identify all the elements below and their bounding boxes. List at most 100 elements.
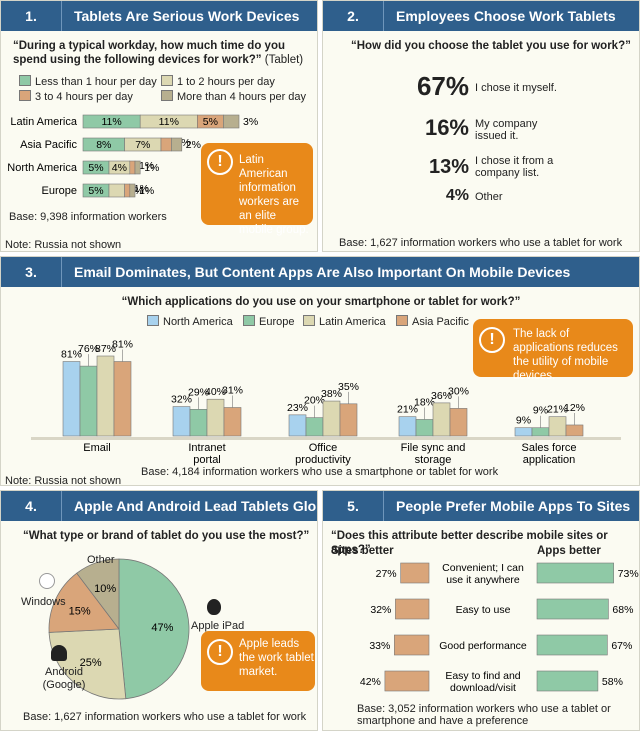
apps-value-label: 67% <box>611 640 632 652</box>
category-label: File sync and <box>401 442 466 454</box>
bar-value-label: 2% <box>186 139 201 151</box>
bar <box>432 402 451 437</box>
bar-value-label: 3% <box>243 116 258 128</box>
bar-value-label: 20% <box>304 395 325 407</box>
attribute-label: Good performance <box>439 640 527 652</box>
choice-label-3: I chose it from a company list. <box>475 155 554 179</box>
attribute-label: use it anywhere <box>446 574 520 586</box>
category-label: Sales force <box>521 442 576 454</box>
exclamation-icon: ! <box>207 639 233 665</box>
legend-label: More than 4 hours per day <box>177 91 307 103</box>
choice-label-4: Other <box>475 191 503 203</box>
apps-bar <box>536 562 614 584</box>
apple-icon <box>207 599 221 615</box>
pie-slice <box>48 572 120 633</box>
legend-item-ap: Asia Pacific <box>396 315 469 328</box>
bar-value-label: 29% <box>188 386 209 398</box>
bar-value-label: 8% <box>96 139 111 151</box>
apps-value-label: 58% <box>602 676 623 688</box>
choice-pct-2: 16% <box>424 115 469 140</box>
bar <box>339 403 358 437</box>
bar-value-label: 1% <box>134 183 149 195</box>
bar-segment <box>171 137 183 152</box>
choice-label-1: I chose it myself. <box>475 82 557 94</box>
panel-header: 3. Email Dominates, But Content Apps Are… <box>1 257 639 287</box>
bar <box>548 416 567 437</box>
panel-number: 4. <box>25 498 37 514</box>
panel-title: Apple And Android Lead Tablets Globally <box>61 491 317 521</box>
callout-latin-america: ! Latin American information workers are… <box>201 143 313 236</box>
bar-value-label: 5% <box>88 162 103 174</box>
legend-label: North America <box>163 316 233 328</box>
apps-bar <box>536 670 599 692</box>
legend-item-na: North America <box>147 315 233 328</box>
bar <box>288 414 307 437</box>
legend-item-eu: Europe <box>243 315 294 328</box>
bar-segment <box>134 160 141 175</box>
pie-label-android: Android (Google) <box>42 666 86 691</box>
legend-label: Less than 1 hour per day <box>35 76 157 88</box>
panel-tablet-brands: 4. Apple And Android Lead Tablets Global… <box>0 490 318 731</box>
bar-segment <box>108 183 125 198</box>
panel-email-apps: 3. Email Dominates, But Content Apps Are… <box>0 256 640 486</box>
callout-text: The lack of applications reduces the uti… <box>513 328 618 382</box>
bar-segment <box>129 183 136 198</box>
bar-value-label: 30% <box>448 385 469 397</box>
callout-text: Apple leads the work tablet market. <box>239 638 314 678</box>
panel-title: Tablets Are Serious Work Devices <box>61 1 299 31</box>
panel-title: Email Dominates, But Content Apps Are Al… <box>61 257 570 287</box>
pie-slice <box>118 558 190 700</box>
panel-header: 5. People Prefer Mobile Apps To Sites <box>323 491 639 521</box>
bar-value-label: 12% <box>564 402 585 414</box>
bar-value-label: 36% <box>431 390 452 402</box>
pie-value-label: 25% <box>80 657 102 669</box>
bar-segment <box>223 114 240 129</box>
bar-value-label: 18% <box>414 396 435 408</box>
callout-text: Latin American information workers are a… <box>239 154 309 236</box>
stacked-bar-chart: Latin America 11% 11% 5% 3% Asia Pacific 8% 7% 2… <box>7 114 258 198</box>
note-text: Note: Russia not shown <box>5 475 122 486</box>
sites-value-label: 27% <box>376 568 397 580</box>
panel-title: People Prefer Mobile Apps To Sites <box>383 491 630 521</box>
sites-bar <box>384 670 430 692</box>
base-text: Base: 9,398 information workers <box>9 211 167 223</box>
pie-slice <box>48 628 127 700</box>
bar-segment <box>160 137 172 152</box>
bar-segment <box>124 183 131 198</box>
callout-lack-apps: ! The lack of applications reduces the u… <box>473 319 633 382</box>
panel-header: 2. Employees Choose Work Tablets <box>323 1 639 31</box>
category-label: portal <box>193 454 221 466</box>
sites-bar <box>394 634 430 656</box>
bar <box>449 408 468 437</box>
bar <box>62 361 81 437</box>
legend-label: 3 to 4 hours per day <box>35 91 133 103</box>
bar-value-label: 40% <box>205 386 226 398</box>
pie-chart: 47% 25% 15%10% <box>48 558 190 700</box>
choice-label-2: My company issued it. <box>475 118 538 142</box>
legend-item-2: 1 to 2 hours per day <box>161 75 275 88</box>
apps-value-label: 68% <box>612 604 633 616</box>
bar-value-label: 7% <box>135 139 150 151</box>
bar-value-label: 1% <box>144 162 159 174</box>
panel-title: Employees Choose Work Tablets <box>383 1 616 31</box>
bar <box>79 365 98 437</box>
bar <box>172 406 191 437</box>
bar <box>113 361 132 437</box>
bar-value-label: 21% <box>397 404 418 416</box>
sites-value-label: 32% <box>370 604 391 616</box>
base-text: Base: 1,627 information workers who use … <box>339 237 623 249</box>
sites-value-label: 33% <box>369 640 390 652</box>
bar <box>322 400 341 437</box>
bar <box>514 427 533 437</box>
grouped-bar-chart: 81%76%87%81%Email32%29%40%31%Intranetpor… <box>31 339 621 466</box>
panel-number: 5. <box>347 498 359 514</box>
question-suffix: (Tablet) <box>264 54 304 66</box>
bar-value-label: 81% <box>61 349 82 361</box>
apps-header: Apps better <box>537 545 601 557</box>
note-text: Note: Russia not shown <box>5 239 122 251</box>
category-label: Europe <box>42 185 77 197</box>
category-label: Asia Pacific <box>20 139 77 151</box>
exclamation-icon: ! <box>207 149 233 175</box>
category-label: application <box>523 454 576 466</box>
